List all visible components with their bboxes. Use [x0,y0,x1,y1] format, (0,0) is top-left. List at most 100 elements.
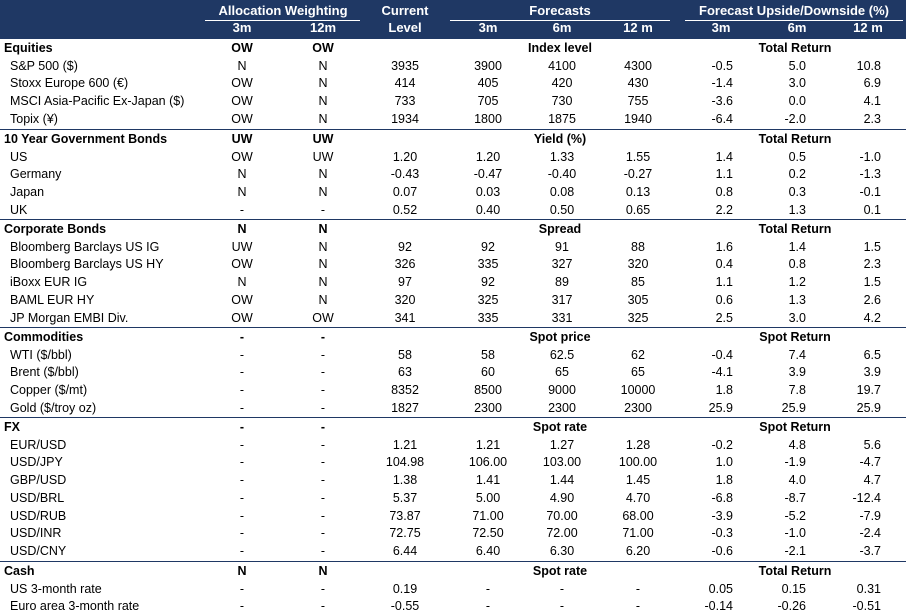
forecast-3m-cell: 5.00 [475,490,501,505]
current-level-cell: 3935 [391,58,419,73]
current-level-cell: 58 [398,347,412,362]
upside-12m-cell: 2.6 [863,292,881,307]
forecast-12m-cell: 1.45 [625,473,651,488]
row-label: US [10,149,28,164]
upside-6m-cell: 0.5 [788,149,806,164]
table-row: Copper ($/mt) - - 8352 8500 9000 10000 1.8 7.8 19… [0,381,906,399]
forecast-3m-cell: 335 [477,310,499,325]
section-title: Equities [4,41,53,55]
upside-3m-cell: 0.6 [715,292,733,307]
upside-3m-cell: 1.6 [715,239,733,254]
forecast-3m-cell: 1.20 [475,149,501,164]
forecast-6m-cell: 91 [555,239,569,254]
forecast-6m-cell: 2300 [548,400,576,415]
alloc-3m-cell: OW [231,76,253,91]
alloc-12m-cell: N [318,239,328,254]
upside-12m-cell: 19.7 [856,383,881,398]
current-level-cell: 1934 [391,111,419,126]
upside-12m-cell: 1.5 [863,239,881,254]
forecasts-heading: Forecasts [529,3,591,18]
alloc-3m-cell: OW [231,149,253,164]
alloc-3m-cell: N [237,185,247,200]
row-label: UK [10,202,28,217]
upside-underline [685,20,903,21]
table-row: iBoxx EUR IG N N 97 92 89 85 1.1 1.2 1.5 [0,273,906,291]
current-level-cell: -0.43 [390,167,420,182]
upside-3m-cell: 0.4 [715,257,733,272]
section-header-row: FX - - Spot rate Spot Return [0,417,906,436]
alloc-3m-cell: UW [231,239,253,254]
alloc-3m-cell: - [239,526,245,541]
alloc-3m-cell: - [239,543,245,558]
section-alloc-3m: OW [231,41,253,55]
current-level-cell: 1.21 [392,437,418,452]
forecast-3m-cell: 71.00 [472,508,504,523]
forecast-12m-cell: - [635,599,641,614]
section-return-label: Total Return [758,564,832,578]
row-label: Japan [10,185,45,200]
upside-3m-cell: 1.4 [715,149,733,164]
upside-6m-cell: 7.8 [788,383,806,398]
forecast-3m-cell: 106.00 [468,455,508,470]
forecast-12m-cell: 10000 [620,383,656,398]
upside-3m-cell: 0.05 [708,581,733,596]
section-header-row: Cash N N Spot rate Total Return [0,561,906,580]
section-forecast-label: Spot price [529,330,591,344]
table-row: Japan N N 0.07 0.03 0.08 0.13 0.8 0.3 -0.1 [0,183,906,201]
alloc-12m-cell: N [318,58,328,73]
upside-6m-cell: 3.9 [788,365,806,380]
alloc-12m-cell: - [320,383,326,398]
upside-6m-cell: 7.4 [788,347,806,362]
forecast-3m-cell: - [485,599,491,614]
upside-3m-cell: 25.9 [708,400,733,415]
row-label: Topix (¥) [10,111,58,126]
alloc-12m-cell: - [320,599,326,614]
current-level-cell: 104.98 [385,455,425,470]
alloc-12m-cell: N [318,76,328,91]
alloc-12m-cell: N [318,111,328,126]
forecast-3m-cell: 92 [481,239,495,254]
upside-12m-cell: 5.6 [863,437,881,452]
section-alloc-12m: UW [312,132,334,146]
upside-6m-cell: 0.0 [788,94,806,109]
forecasts-underline [450,20,670,21]
current-level-cell: -0.55 [390,599,420,614]
alloc-12m-cell: - [320,490,326,505]
forecast-3m-cell: 60 [481,365,495,380]
current-level-cell: 97 [398,275,412,290]
table-row: UK - - 0.52 0.40 0.50 0.65 2.2 1.3 0.1 [0,201,906,219]
upside-6m-cell: -0.26 [777,599,807,614]
upside-3m-cell: 0.8 [715,185,733,200]
forecast-12m-cell: 325 [627,310,649,325]
upside-3m-cell: -0.2 [711,437,733,452]
forecast-12m-cell: 320 [627,257,649,272]
alloc-12m-cell: UW [312,149,334,164]
alloc-12m-cell: N [318,257,328,272]
alloc-3m-cell: - [239,581,245,596]
current-level-cell: 92 [398,239,412,254]
table-row: US 3-month rate - - 0.19 - - - 0.05 0.15 0.31 [0,580,906,598]
alloc-3m-cell: - [239,400,245,415]
forecast-6m-cell: 327 [551,257,573,272]
upside-12m-cell: 0.1 [863,202,881,217]
alloc-3m-cell: - [239,383,245,398]
current-level-cell: 73.87 [389,508,421,523]
upside-6m-cell: 1.4 [788,239,806,254]
forecast-6m-cell: 4.90 [549,490,575,505]
alloc-3m-heading: 3m [232,20,252,35]
forecast-6m-cell: 6.30 [549,543,575,558]
forecast-12m-cell: 0.65 [625,202,651,217]
upside-12m-cell: 2.3 [863,257,881,272]
upside-12m-cell: 3.9 [863,365,881,380]
upside-12m-cell: -2.4 [859,526,881,541]
current-level-cell: 1.20 [392,149,418,164]
upside-3m-cell: -0.6 [711,543,733,558]
forecast-12m-heading: 12 m [623,20,653,35]
allocation-underline [205,20,360,21]
forecast-6m-cell: 331 [551,310,573,325]
forecast-6m-cell: 420 [551,76,573,91]
forecast-3m-cell: - [485,581,491,596]
alloc-12m-cell: N [318,94,328,109]
section-forecast-label: Spot rate [532,564,588,578]
upside-12m-cell: 4.2 [863,310,881,325]
